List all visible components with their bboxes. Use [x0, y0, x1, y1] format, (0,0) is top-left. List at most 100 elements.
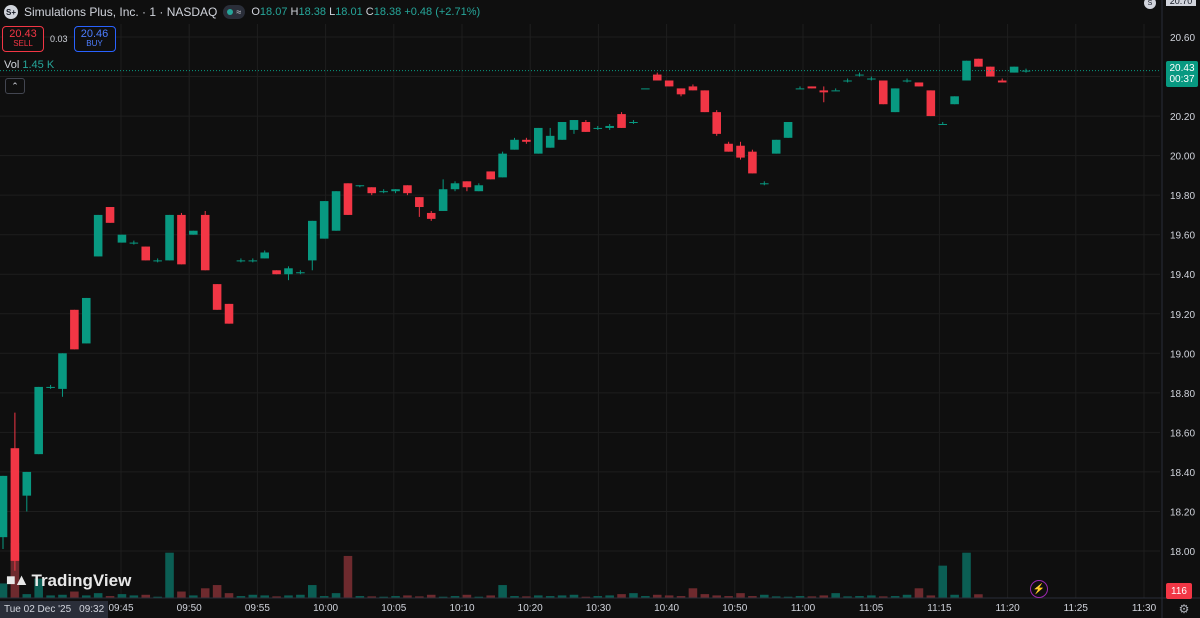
- candle-body: [914, 82, 924, 87]
- volume-bar: [581, 596, 591, 598]
- candle-body: [93, 214, 103, 257]
- candle-body: [855, 74, 864, 76]
- candle-body: [272, 270, 281, 275]
- spread-value: 0.03: [50, 34, 68, 44]
- candle-body: [629, 122, 638, 124]
- volume-bar: [605, 595, 614, 598]
- volume-tag: 116: [1166, 583, 1192, 599]
- candle-body: [46, 386, 55, 388]
- candle-body: [974, 58, 983, 67]
- volume-bar: [831, 593, 840, 598]
- volume-bar: [724, 596, 733, 598]
- volume-bar: [189, 595, 198, 598]
- buy-button[interactable]: 20.46 BUY: [73, 26, 116, 52]
- candle-body: [0, 475, 8, 538]
- volume-bar: [843, 596, 852, 598]
- candle-body: [736, 145, 745, 158]
- volume-bar: [819, 595, 829, 598]
- tradingview-wordmark: TradingView: [31, 571, 132, 590]
- candle-body: [343, 183, 353, 215]
- tradingview-logo[interactable]: ■▲ TradingView: [6, 571, 131, 591]
- candle-body: [58, 353, 67, 389]
- volume-bar: [736, 593, 745, 598]
- volume-bar: [296, 594, 305, 598]
- market-open-dot-icon: [227, 9, 234, 15]
- volume-bar: [652, 594, 662, 598]
- time-tick-label: 11:05: [859, 603, 884, 614]
- volume-bar: [783, 596, 793, 598]
- candle-body: [438, 189, 448, 211]
- volume-bar: [0, 583, 8, 598]
- volume-bar: [748, 596, 757, 598]
- price-tick-label: 19.40: [1170, 270, 1195, 281]
- candle-body: [165, 214, 174, 261]
- volume-bar: [676, 596, 686, 598]
- candle-body: [771, 139, 781, 154]
- candle-body: [676, 88, 686, 95]
- volume-legend[interactable]: Vol 1.45 K: [4, 59, 55, 71]
- symbol-title[interactable]: Simulations Plus, Inc. · 1 · NASDAQ: [24, 5, 218, 19]
- volume-bar: [319, 596, 329, 598]
- volume-bar: [177, 591, 186, 598]
- candle-body: [224, 303, 234, 324]
- volume-bar: [58, 594, 67, 598]
- candle-body: [831, 90, 840, 92]
- price-tick-label: 19.80: [1170, 191, 1195, 202]
- symbol-header: S+ Simulations Plus, Inc. · 1 · NASDAQ ≈…: [0, 0, 1164, 24]
- candle-body: [938, 123, 948, 125]
- candle-body: [712, 112, 722, 134]
- market-status-pill[interactable]: ≈: [223, 5, 246, 19]
- volume-bar: [867, 595, 876, 598]
- volume-bar: [46, 595, 55, 598]
- volume-bar: [117, 594, 127, 598]
- candle-body: [522, 139, 531, 142]
- close-value: 18.38: [373, 6, 402, 18]
- candle-body: [890, 88, 900, 113]
- chevron-up-icon[interactable]: ⌃: [5, 78, 25, 94]
- price-tick-label: 19.60: [1170, 231, 1195, 242]
- time-tick-label: 09:50: [177, 603, 202, 614]
- candle-body: [307, 220, 317, 261]
- candle-body: [867, 78, 876, 80]
- candle-body: [652, 74, 662, 81]
- candle-body: [391, 189, 400, 192]
- volume-bar: [212, 585, 222, 598]
- candle-body: [700, 90, 710, 113]
- gear-icon[interactable]: ⚙: [1178, 602, 1190, 616]
- time-axis: 09:45 09:50 09:55 10:00 10:05 10:10 10:20 10:30…: [0, 597, 1200, 614]
- volume-bar: [950, 594, 959, 598]
- volume-bar: [391, 596, 400, 598]
- lightning-icon[interactable]: ⚡: [1030, 580, 1048, 598]
- candle-body: [260, 252, 269, 259]
- candle-body: [664, 80, 674, 87]
- candle-body: [997, 80, 1007, 83]
- ohlc-legend: O18.07 H18.38 L18.01 C18.38 +0.48 (+2.71…: [251, 6, 481, 18]
- price-tick-label: 18.60: [1170, 428, 1195, 439]
- time-tick-label: 10:30: [586, 603, 611, 614]
- volume-bar: [236, 596, 246, 598]
- volume-bar: [141, 594, 151, 598]
- volume-bar: [200, 588, 210, 598]
- time-tick-label: 10:10: [449, 603, 474, 614]
- high-value: 18.38: [298, 6, 326, 18]
- tradingview-mark-icon: ■▲: [6, 572, 29, 589]
- price-tick-label: 20.00: [1170, 152, 1195, 163]
- volume-bar: [878, 596, 888, 598]
- candle-body: [141, 246, 151, 261]
- sell-button[interactable]: 20.43 SELL: [2, 26, 44, 52]
- volume-bar: [688, 588, 698, 598]
- candle-body: [795, 88, 805, 90]
- candle-body: [569, 120, 579, 130]
- user-avatar-icon[interactable]: S: [1144, 0, 1156, 9]
- volume-bar: [855, 596, 864, 598]
- candle-body: [878, 80, 888, 105]
- volume-bar: [522, 596, 531, 598]
- volume-bar: [462, 594, 472, 598]
- candle-body: [534, 127, 543, 154]
- candle-body: [319, 201, 329, 239]
- price-tick-label: 19.20: [1170, 310, 1195, 321]
- candle-body: [807, 86, 817, 89]
- volume-bar: [641, 596, 650, 598]
- candle-body: [105, 207, 115, 223]
